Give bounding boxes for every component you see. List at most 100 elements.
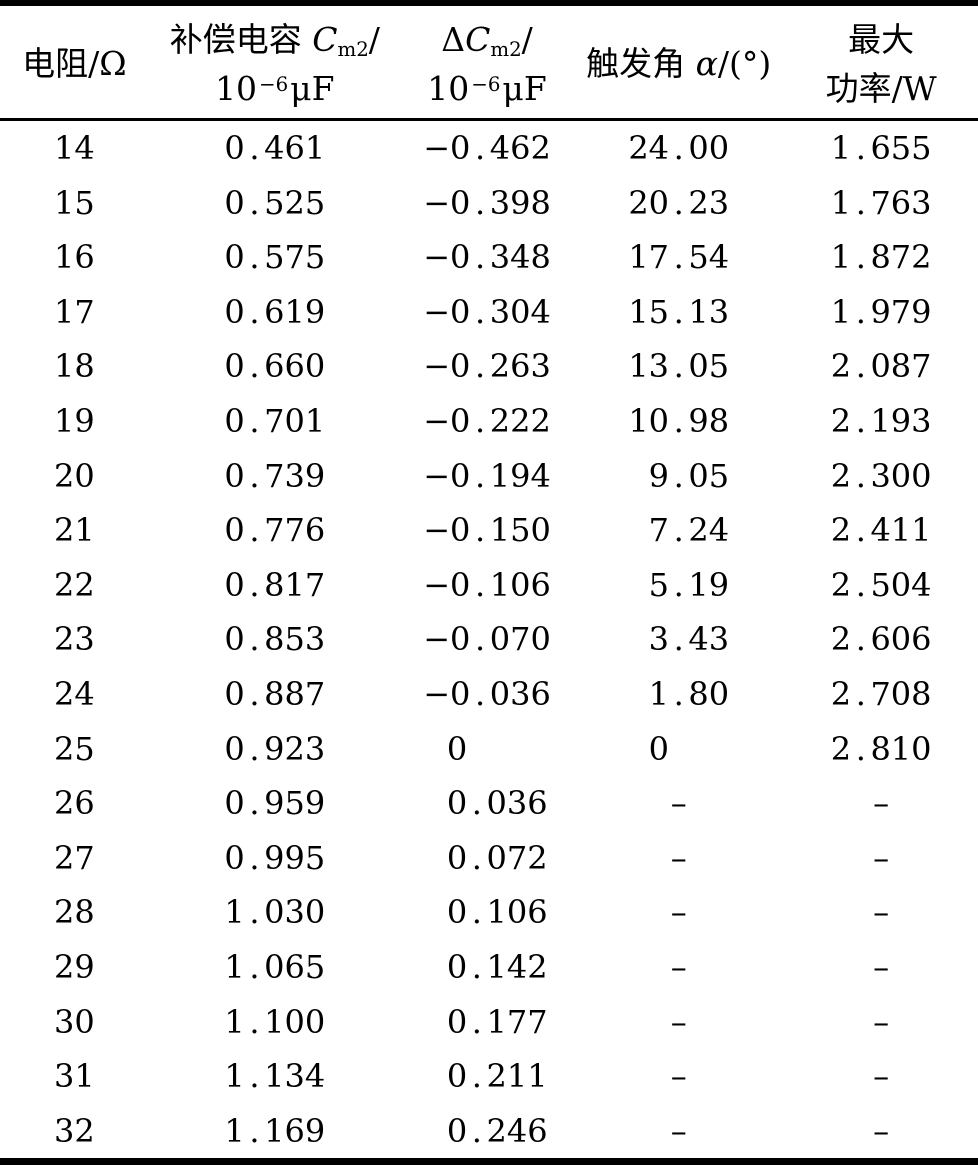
table-cell: −0. 348 — [401, 230, 573, 285]
cell-value: 1. 065 — [224, 940, 325, 995]
cell-value: 3. 43 — [628, 612, 729, 667]
cell-value: 16 — [53, 238, 95, 277]
decimal-point: . — [249, 238, 260, 277]
table-cell: – — [784, 940, 978, 995]
decimal-point: . — [249, 1057, 260, 1096]
table-cell: – — [784, 1049, 978, 1104]
table-cell: −0. 398 — [401, 176, 573, 231]
table-cell: 26 — [0, 776, 149, 831]
table-cell: 0. 995 — [149, 831, 401, 886]
no-data-dash: – — [873, 1057, 890, 1096]
decimal-point: . — [855, 401, 866, 440]
cell-value: −0. 263 — [423, 339, 551, 394]
decimal-point: . — [474, 401, 486, 440]
no-data-dash: – — [670, 893, 687, 932]
table-cell: 24 — [0, 667, 149, 722]
header-superscript: −6 — [471, 73, 501, 97]
cell-value: 1. 134 — [224, 1049, 325, 1104]
table-cell: 15 — [0, 176, 149, 231]
top-rule — [0, 0, 978, 6]
decimal-point: . — [474, 347, 486, 386]
no-data-dash: – — [670, 947, 687, 986]
table-cell: 1. 134 — [149, 1049, 401, 1104]
header-line: 触发角 α/(°) — [586, 39, 771, 89]
cell-value: 1. 169 — [224, 1104, 325, 1159]
header-text: 10 — [215, 69, 258, 108]
cell-value: 0. 525 — [224, 176, 325, 231]
table-cell: 32 — [0, 1104, 149, 1159]
table-cell: 27 — [0, 831, 149, 886]
table-cell: 9. 05 — [573, 449, 784, 504]
table-cell: −0. 036 — [401, 667, 573, 722]
cell-value: 0. 701 — [224, 394, 325, 449]
decimal-point: . — [855, 565, 866, 604]
table-cell: −0. 150 — [401, 503, 573, 558]
decimal-point: . — [673, 238, 684, 277]
table-cell: – — [573, 1049, 784, 1104]
cell-value: 0 — [446, 729, 468, 768]
header-line: 10−6μF — [215, 64, 334, 114]
table-cell: – — [784, 776, 978, 831]
cell-value: 2. 087 — [831, 339, 932, 394]
decimal-point: . — [249, 620, 260, 659]
table-cell: 2. 411 — [784, 503, 978, 558]
table-row: 25 0. 923 0 0 2. 810 — [0, 722, 978, 777]
table-row: 28 1. 030 0. 106 – – — [0, 885, 978, 940]
table-cell: 18 — [0, 339, 149, 394]
decimal-point: . — [474, 620, 486, 659]
table-cell: 21 — [0, 503, 149, 558]
cell-value: 0. 036 — [426, 776, 548, 831]
cell-value: 20 — [53, 456, 95, 495]
decimal-point: . — [471, 838, 482, 877]
decimal-point: . — [474, 456, 486, 495]
table-cell: – — [573, 776, 784, 831]
decimal-point: . — [673, 292, 684, 331]
decimal-point: . — [474, 674, 486, 713]
column-header-capacitance-delta: ΔCm2/10−6μF — [401, 10, 573, 118]
table-cell: 0. 177 — [401, 995, 573, 1050]
cell-value: 2. 300 — [831, 449, 932, 504]
table-row: 21 0. 776 −0. 150 7. 24 2. 411 — [0, 503, 978, 558]
cell-value: 24 — [53, 674, 95, 713]
table-cell: 2. 810 — [784, 722, 978, 777]
table-cell: 0. 072 — [401, 831, 573, 886]
header-text: / — [521, 19, 533, 59]
table-cell: 23 — [0, 612, 149, 667]
decimal-point: . — [855, 292, 866, 331]
header-text: 最大 — [848, 19, 915, 59]
header-separator-rule — [0, 118, 978, 121]
cell-value: 2. 504 — [831, 558, 932, 613]
table-cell: 20 — [0, 449, 149, 504]
table-cell: 0. 246 — [401, 1104, 573, 1159]
decimal-point: . — [249, 1002, 260, 1041]
cell-value: 1. 979 — [831, 285, 932, 340]
cell-value: 14 — [53, 129, 95, 167]
decimal-point: . — [855, 729, 866, 768]
table-row: 18 0. 660 −0. 263 13. 05 2. 087 — [0, 339, 978, 394]
table-cell: 1. 872 — [784, 230, 978, 285]
decimal-point: . — [249, 729, 260, 768]
table-cell: 0 — [573, 722, 784, 777]
column-header-compensation-capacitance: 补偿电容 Cm2/10−6μF — [149, 10, 401, 118]
table-row: 24 0. 887 −0. 036 1. 80 2. 708 — [0, 667, 978, 722]
table-cell: 0. 461 — [149, 121, 401, 176]
table-cell: 0. 142 — [401, 940, 573, 995]
cell-value: 25 — [53, 729, 95, 768]
table-cell: 2. 300 — [784, 449, 978, 504]
table-cell: 1. 100 — [149, 995, 401, 1050]
decimal-point: . — [249, 456, 260, 495]
cell-value: 2. 708 — [831, 667, 932, 722]
table-cell: −0. 263 — [401, 339, 573, 394]
table-row: 23 0. 853 −0. 070 3. 43 2. 606 — [0, 612, 978, 667]
table-cell: – — [784, 885, 978, 940]
cell-value: 0. 887 — [224, 667, 325, 722]
cell-value: 1. 763 — [831, 176, 932, 231]
cell-value: 2. 411 — [831, 503, 932, 558]
decimal-point: . — [855, 129, 866, 167]
cell-value: 2. 193 — [831, 394, 932, 449]
decimal-point: . — [249, 947, 260, 986]
header-line: 功率/W — [826, 64, 937, 114]
decimal-point: . — [249, 838, 260, 877]
